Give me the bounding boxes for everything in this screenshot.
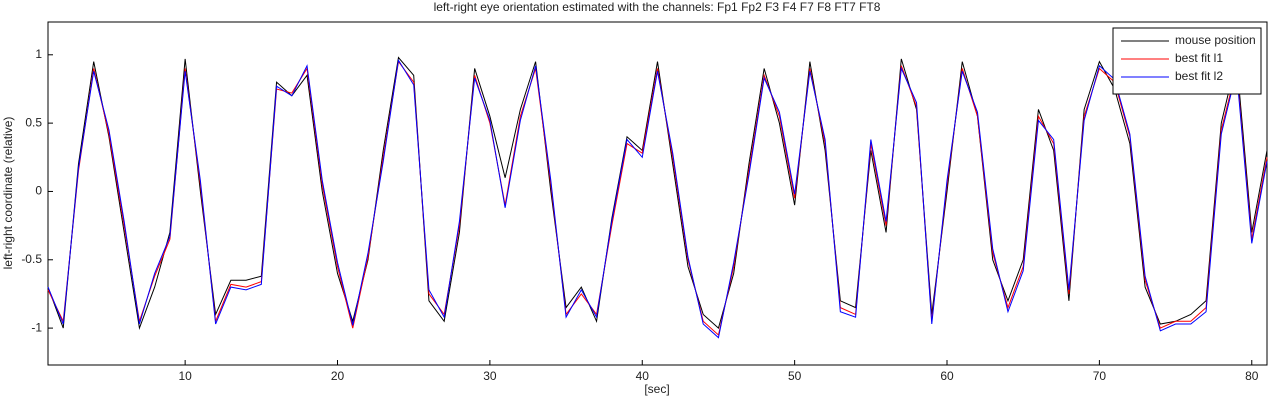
legend-label: mouse position	[1175, 33, 1256, 47]
x-tick-label: 60	[940, 369, 954, 383]
series-line	[47, 56, 1268, 331]
x-tick-label: 40	[636, 369, 650, 383]
legend-label: best fit l1	[1175, 51, 1223, 65]
y-tick-label: 0.5	[25, 115, 42, 129]
plot-area	[47, 21, 1268, 366]
x-axis-label: [sec]	[644, 382, 669, 396]
y-tick-label: 1	[35, 47, 42, 61]
x-tick-label: 20	[331, 369, 345, 383]
legend-label: best fit l2	[1175, 69, 1223, 83]
x-tick-label: 80	[1245, 369, 1259, 383]
x-tick-label: 70	[1093, 369, 1107, 383]
y-tick-label: -0.5	[21, 252, 42, 266]
x-tick-label: 50	[788, 369, 802, 383]
legend-box	[1112, 27, 1262, 95]
x-tick-label: 10	[178, 369, 192, 383]
series-line	[47, 58, 1268, 339]
chart-title: left-right eye orientation estimated wit…	[434, 0, 881, 14]
y-tick-label: 0	[35, 184, 42, 198]
y-axis-label: left-right coordinate (relative)	[1, 117, 15, 270]
y-tick-label: -1	[31, 320, 42, 334]
x-tick-label: 30	[483, 369, 497, 383]
